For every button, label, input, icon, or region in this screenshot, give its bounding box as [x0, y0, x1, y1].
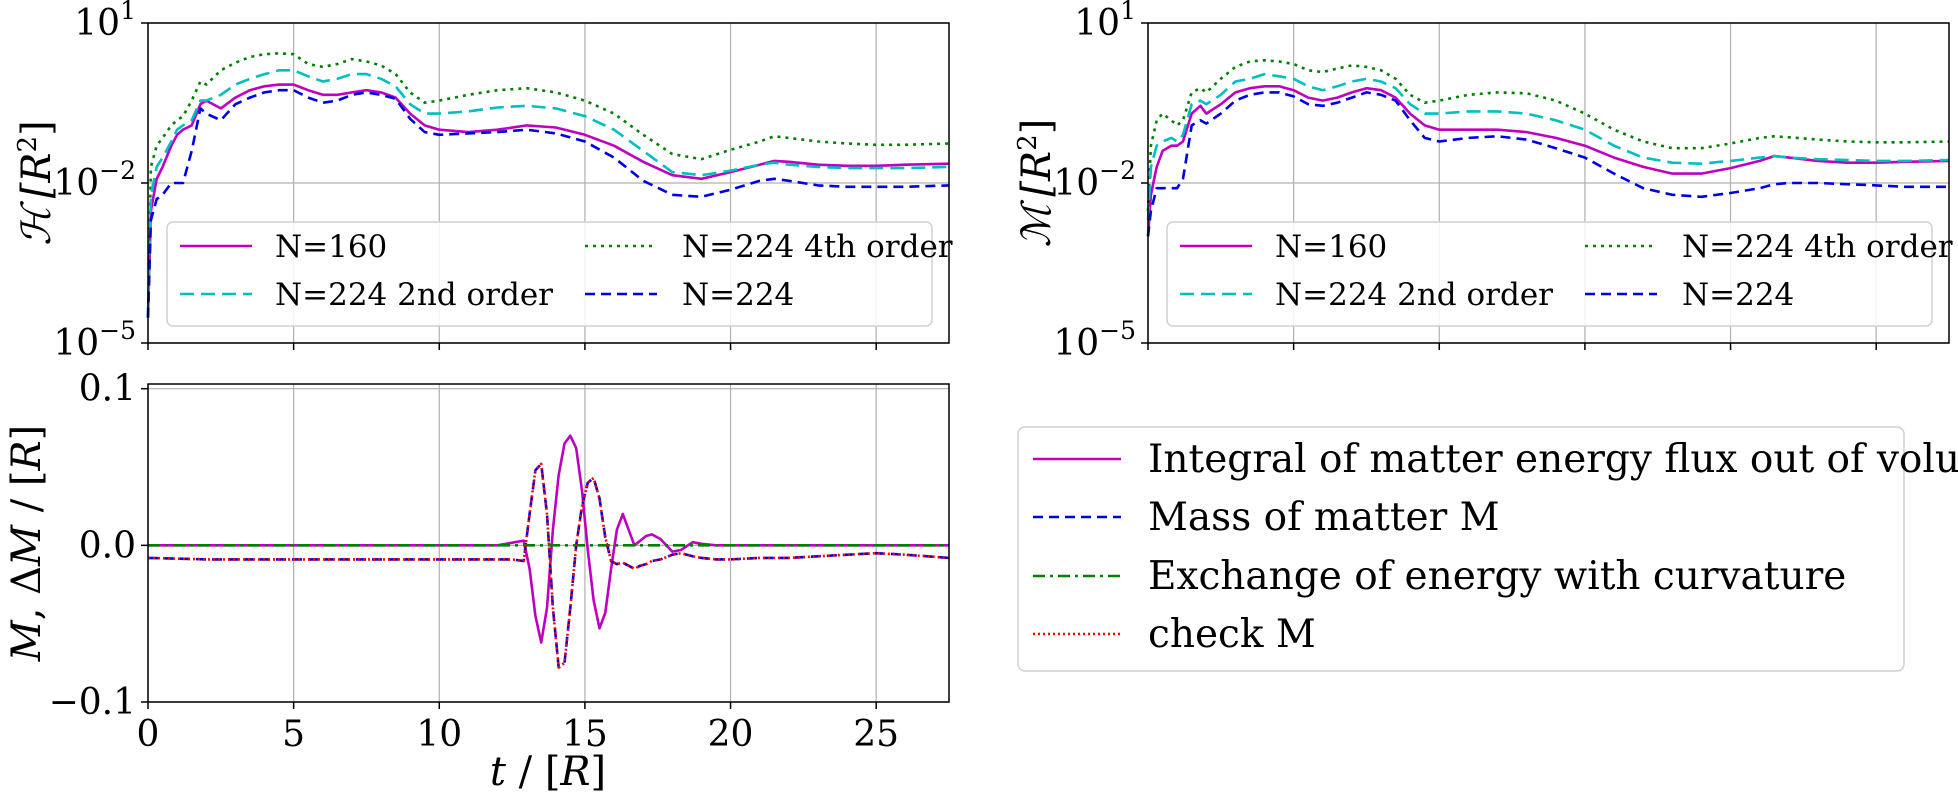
y-axis-label: M, ΔM / [R] [4, 425, 50, 663]
legend-bottom: Integral of matter energy flux out of vo… [1017, 426, 1958, 672]
legend-label-n-224-4th-order: N=224 4th order [682, 229, 953, 265]
legend-label-n-160: N=160 [1275, 229, 1387, 265]
series-line-n-224-4th-order [146, 51, 950, 318]
legend-label-check-m: check M [1148, 612, 1316, 657]
y-tick-label: 10−2 [1053, 156, 1136, 204]
series-line-n-224-2nd-order [146, 69, 950, 318]
x-tick-label: 20 [708, 714, 754, 755]
series-line-n-224-4th-order [1146, 58, 1950, 211]
series-line-n-224 [1146, 91, 1949, 237]
legend-label-n-160: N=160 [275, 229, 387, 265]
legend-frame [1166, 221, 1933, 327]
legend-label-exchange-of-energy-with-curvature: Exchange of energy with curvature [1148, 554, 1846, 599]
y-tick-label: 101 [74, 0, 136, 44]
legend-label-mass-of-matter-m: Mass of matter M [1148, 495, 1500, 540]
x-tick-label: 0 [137, 714, 160, 755]
legend-frame [166, 221, 933, 327]
series-line-mass-of-matter-m [147, 462, 950, 669]
y-tick-label: 10−5 [53, 316, 136, 364]
y-tick-label: 10−2 [53, 156, 136, 204]
legend-top-left: N=160 N=224 4th order N=224 2nd order N=224 [166, 221, 953, 327]
axes-bottom-left: 0 5 10 15 20 25 0.1 0.0 −0.1 M, ΔM / [R] t / [R] [4, 369, 950, 795]
legend-label-n-224: N=224 [1682, 277, 1794, 313]
legend-label-integral-of-matter-energy-flux-out-of-volume: Integral of matter energy flux out of vo… [1148, 437, 1958, 482]
y-tick-label: 101 [1074, 0, 1136, 44]
axes-frame [147, 383, 950, 703]
legend-frame [1017, 426, 1905, 672]
x-tick-label: 25 [853, 714, 899, 755]
legend-top-right: N=160 N=224 4th order N=224 2nd order N=224 [1166, 221, 1953, 327]
x-tick-label: 10 [416, 714, 462, 755]
y-axis-label: ℳ[R2] [1013, 119, 1060, 248]
y-tick-label: 10−5 [1053, 316, 1136, 364]
legend-label-n-224-4th-order: N=224 4th order [1682, 229, 1953, 265]
series-line-n-224 [146, 88, 950, 318]
x-tick-label: 5 [282, 714, 305, 755]
y-tick-label: −0.1 [49, 682, 136, 723]
series-line-n-224-2nd-order [1146, 72, 1950, 221]
y-tick-label: 0.1 [79, 369, 136, 410]
legend-label-n-224-2nd-order: N=224 2nd order [275, 277, 553, 313]
legend-label-n-224: N=224 [682, 277, 794, 313]
x-tick-label: 15 [562, 714, 608, 755]
series-line-check-m [147, 462, 950, 669]
x-axis-label: t / [R] [490, 749, 606, 795]
legend-label-n-224-2nd-order: N=224 2nd order [1275, 277, 1553, 313]
series-line-n-160 [1146, 85, 1950, 237]
y-axis-label: ℋ[R2] [13, 120, 60, 245]
y-tick-label: 0.0 [79, 525, 136, 566]
